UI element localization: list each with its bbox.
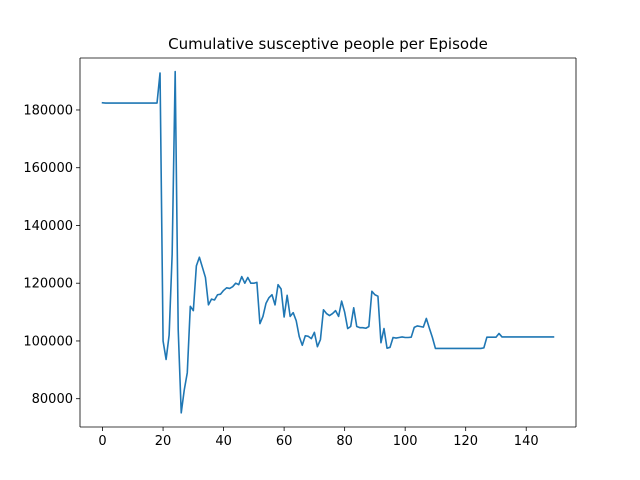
x-tick-label: 100: [393, 434, 418, 449]
y-tick-label: 100000: [23, 334, 73, 349]
chart-title: Cumulative susceptive people per Episode: [168, 35, 488, 53]
x-tick-label: 0: [98, 434, 106, 449]
x-tick-label: 60: [276, 434, 293, 449]
plot-area: 0 20 40 60 80 100 120 140 80000 100000 120000 14000…: [23, 57, 577, 449]
y-tick-label: 160000: [23, 161, 73, 176]
y-tick-label: 140000: [23, 219, 73, 234]
y-tick-label: 120000: [23, 277, 73, 292]
series-line: [101, 70, 555, 414]
x-tick-label: 40: [215, 434, 232, 449]
x-tick-label: 80: [336, 434, 353, 449]
x-tick-label: 140: [514, 434, 539, 449]
x-tick-label: 20: [155, 434, 172, 449]
x-tick-label: 120: [453, 434, 478, 449]
y-tick-label: 80000: [32, 392, 73, 407]
y-tick-label: 180000: [23, 103, 73, 118]
